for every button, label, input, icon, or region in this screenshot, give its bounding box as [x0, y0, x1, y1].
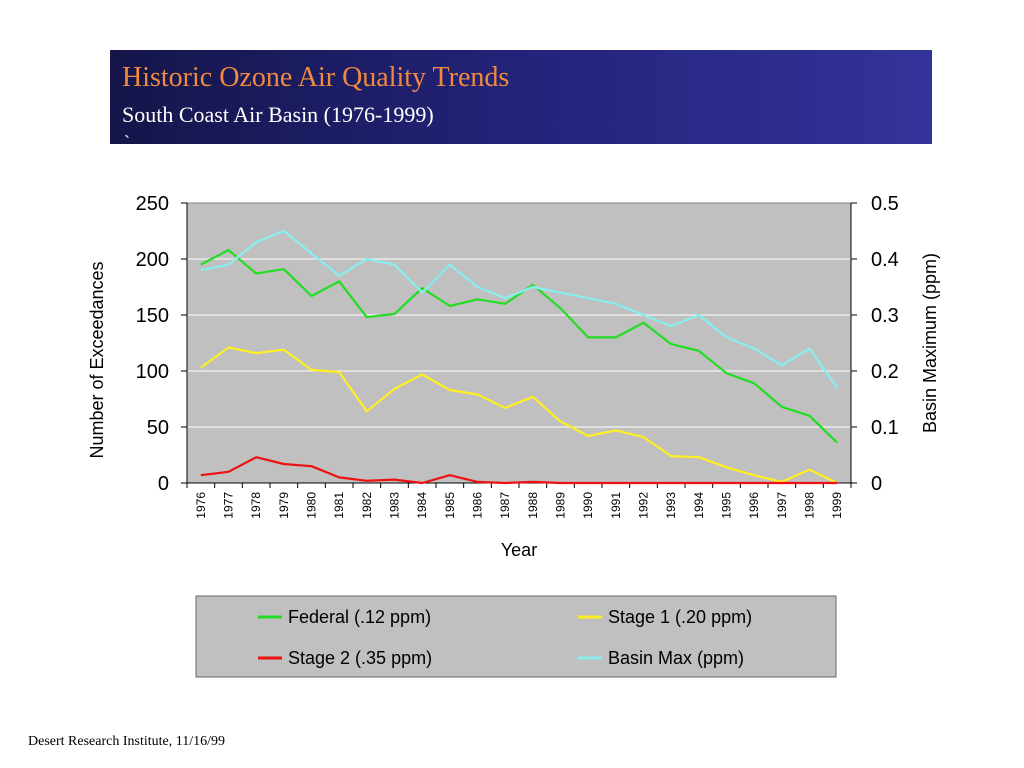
x-tick-label: 1996 [747, 492, 761, 519]
slide-title: Historic Ozone Air Quality Trends [122, 62, 510, 93]
left-tick-label: 250 [136, 193, 169, 215]
series-lines [200, 229, 839, 485]
x-tick-label: 1981 [332, 492, 346, 519]
x-tick-label: 1980 [305, 492, 319, 519]
x-tick-label: 1998 [803, 492, 817, 519]
x-axis-title: Year [501, 540, 537, 560]
legend-label: Stage 1 (.20 ppm) [608, 607, 752, 627]
x-tick-label: 1983 [388, 492, 402, 519]
series-line-2 [200, 456, 838, 485]
x-tick-label: 1982 [360, 492, 374, 519]
footer-text: Desert Research Institute, 11/16/99 [28, 734, 225, 749]
series-line-3 [200, 229, 839, 389]
left-tick-label: 0 [158, 473, 169, 495]
right-tick-label: 0.5 [871, 193, 899, 215]
x-tick-label: 1993 [664, 492, 678, 519]
x-tick-label: 1989 [554, 492, 568, 519]
title-banner: Historic Ozone Air Quality Trends South … [110, 50, 932, 144]
x-tick-label: 1984 [415, 492, 429, 519]
x-tick-label: 1976 [194, 492, 208, 519]
x-tick-label: 1978 [249, 492, 263, 519]
right-tick-label: 0.3 [871, 305, 899, 327]
left-tick-label: 100 [136, 361, 169, 383]
x-tick-label: 1995 [720, 492, 734, 519]
right-axis-title: Basin Maximum (ppm) [920, 253, 940, 433]
x-axis-ticks: 1976 1977 1978 1979 1980 1981 1982 1983 1984 1985… [186, 483, 852, 519]
series-line-1 [200, 346, 838, 484]
left-tick-label: 200 [136, 249, 169, 271]
legend-label: Federal (.12 ppm) [288, 607, 431, 627]
left-axis-title: Number of Exceedances [87, 261, 107, 458]
right-axis-ticks: 0 0.1 0.2 0.3 0.4 0.5 [851, 193, 899, 495]
grid-lines [187, 258, 851, 428]
plot-area [186, 202, 852, 484]
x-tick-label: 1985 [443, 492, 457, 519]
right-tick-label: 0.2 [871, 361, 899, 383]
x-tick-label: 1990 [581, 492, 595, 519]
series-line-0 [200, 248, 838, 444]
left-tick-label: 150 [136, 305, 169, 327]
x-tick-label: 1994 [692, 492, 706, 519]
x-tick-label: 1991 [609, 492, 623, 519]
legend-label: Basin Max (ppm) [608, 648, 744, 668]
left-axis-ticks: 0 50 100 150 200 250 [136, 193, 187, 495]
x-tick-label: 1997 [775, 492, 789, 519]
x-tick-label: 1987 [498, 492, 512, 519]
legend-label: Stage 2 (.35 ppm) [288, 648, 432, 668]
x-tick-label: 1988 [526, 492, 540, 519]
right-tick-label: 0.4 [871, 249, 899, 271]
x-tick-label: 1992 [637, 492, 651, 519]
right-tick-label: 0.1 [871, 417, 899, 439]
x-tick-label: 1999 [830, 492, 844, 519]
x-tick-label: 1986 [471, 492, 485, 519]
legend-box [195, 595, 837, 678]
slide-subtitle: South Coast Air Basin (1976-1999) [122, 102, 434, 127]
x-tick-label: 1979 [277, 492, 291, 519]
legend: Federal (.12 ppm) Stage 1 (.20 ppm) Stage … [258, 607, 752, 668]
right-tick-label: 0 [871, 473, 882, 495]
x-tick-label: 1977 [222, 492, 236, 519]
left-tick-label: 50 [147, 417, 169, 439]
subtitle-tail: ` [124, 132, 130, 144]
